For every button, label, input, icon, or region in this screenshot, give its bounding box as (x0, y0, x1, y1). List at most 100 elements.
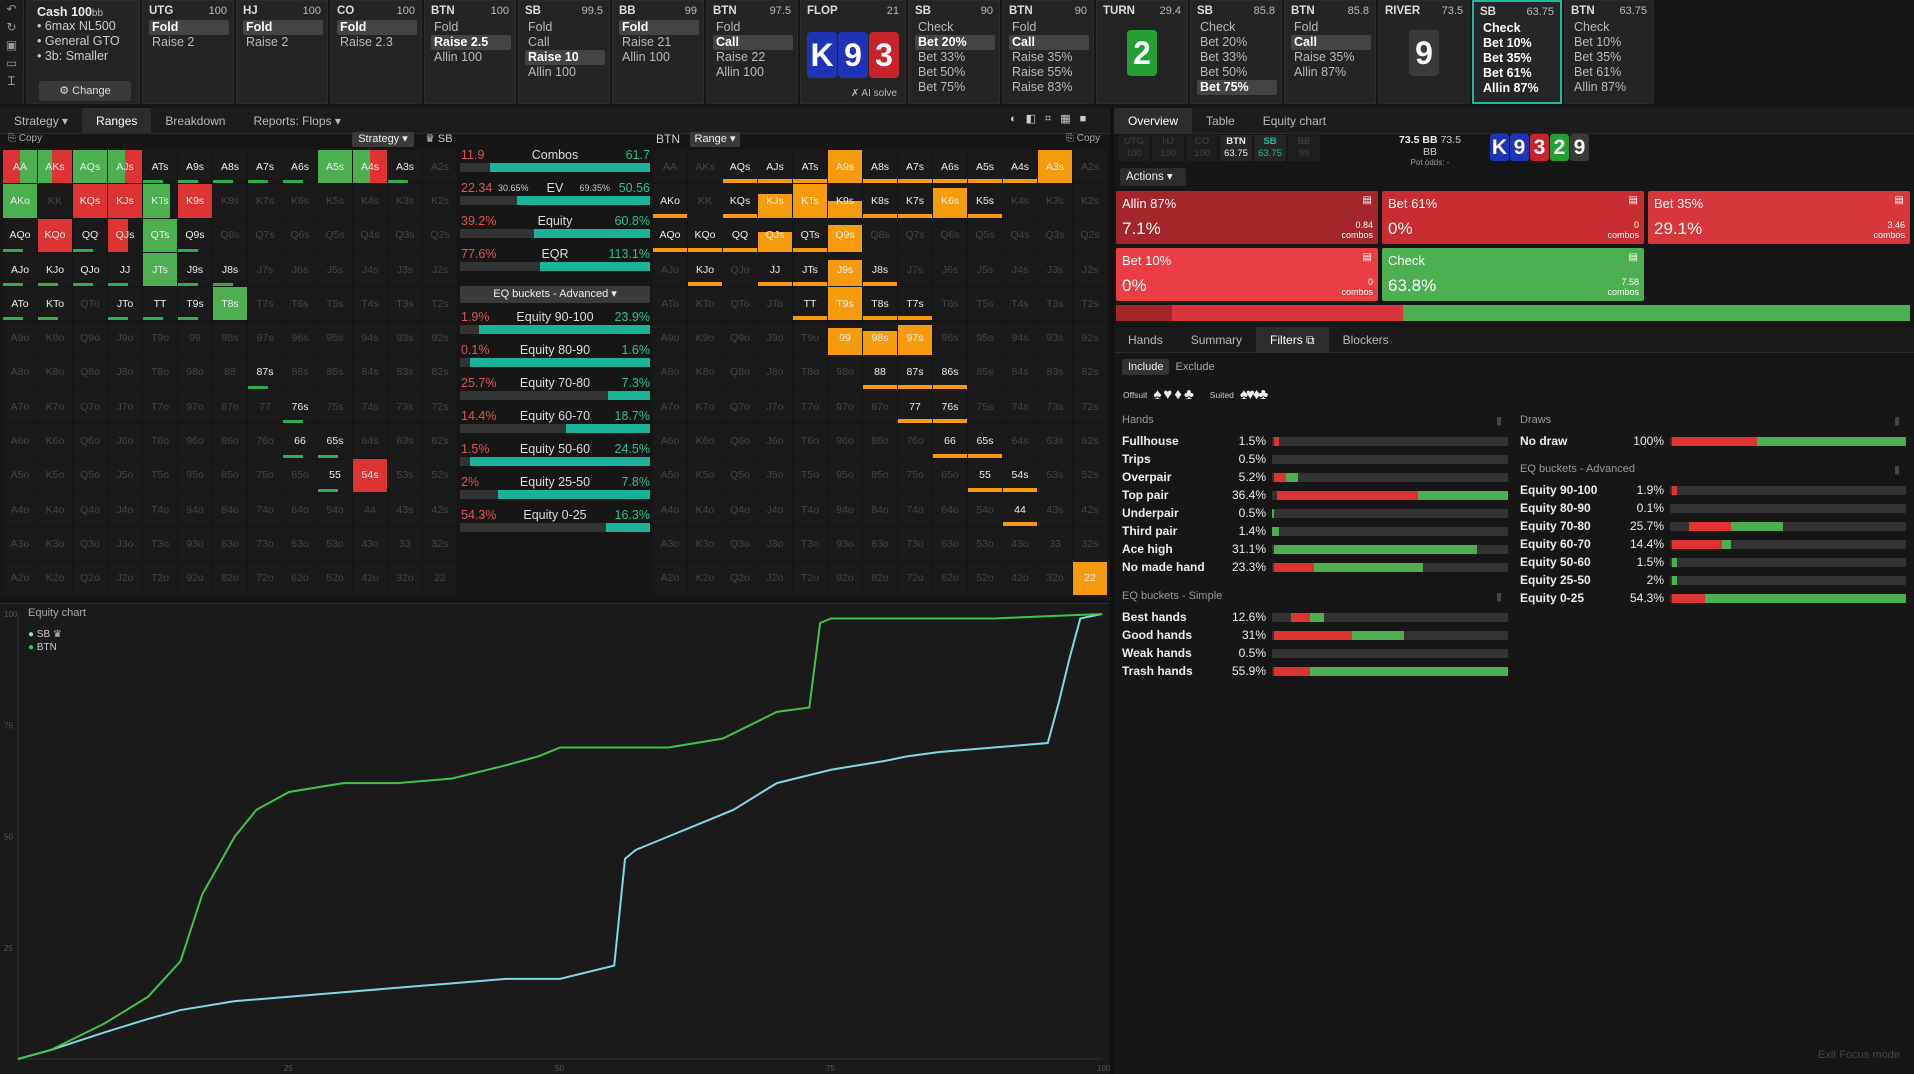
hand-cell[interactable]: 86s (933, 355, 968, 391)
hand-cell[interactable]: 44 (353, 492, 388, 528)
strip-action[interactable]: Raise 35% (1012, 50, 1073, 64)
hand-cell[interactable]: 94o (178, 492, 213, 528)
suited-suits-icon[interactable]: ♠♥♦♣ (1239, 386, 1268, 403)
hand-cell[interactable]: 86s (283, 355, 318, 391)
hand-cell[interactable]: 76o (248, 424, 283, 459)
right-tab[interactable]: Table (1206, 113, 1235, 128)
hand-cell[interactable]: K5o (688, 458, 723, 493)
hand-cell[interactable]: Q3s (388, 218, 423, 253)
right-tab[interactable]: Overview (1114, 107, 1193, 134)
hand-cell[interactable]: T2o (143, 561, 178, 596)
strip-action[interactable]: Bet 75% (1197, 80, 1277, 95)
strip-action[interactable]: Fold (337, 20, 417, 35)
hand-cell[interactable]: 84o (863, 492, 898, 528)
hand-cell[interactable]: K3o (688, 527, 723, 562)
hand-cell[interactable]: KJs (108, 184, 143, 219)
hand-cell[interactable]: T4o (793, 492, 828, 528)
hand-cell[interactable]: J4s (353, 252, 388, 288)
hand-cell[interactable]: 74s (1003, 390, 1038, 425)
strip-action[interactable]: Bet 10% (1483, 36, 1532, 50)
hand-cell[interactable]: 65o (933, 458, 968, 493)
collapse-icon[interactable]: ▮ (1893, 415, 1900, 427)
hand-cell[interactable]: 63o (283, 527, 318, 562)
hand-cell[interactable]: QJo (73, 252, 108, 288)
hand-cell[interactable]: K2o (688, 561, 723, 596)
hand-cell[interactable]: 66 (283, 424, 318, 459)
hand-cell[interactable]: 92s (423, 321, 458, 356)
hand-cell[interactable]: A2o (3, 561, 38, 596)
copy-button-left[interactable]: ⎘ Copy (8, 133, 43, 144)
strip-action[interactable]: Bet 10% (1574, 35, 1622, 49)
strip-action[interactable]: Allin 87% (1294, 65, 1347, 79)
hand-cell[interactable]: 82o (863, 561, 898, 596)
filter-row[interactable]: Trips 0.5% (1122, 450, 1508, 468)
hand-cell[interactable]: 96o (178, 424, 213, 459)
hand-cell[interactable]: K7o (688, 390, 723, 425)
strip-action[interactable]: Fold (1012, 20, 1037, 34)
hand-cell[interactable]: K7o (38, 390, 73, 425)
hand-cell[interactable]: JJ (758, 252, 793, 288)
hand-cell[interactable]: J3s (1038, 252, 1073, 288)
hand-cell[interactable]: AQs (73, 150, 108, 185)
hand-cell[interactable]: 64s (353, 424, 388, 459)
copy-button-right[interactable]: ⎘ Copy (1066, 133, 1101, 144)
hand-cell[interactable]: Q3s (1038, 218, 1073, 253)
hand-cell[interactable]: J2o (108, 561, 143, 596)
strip-action[interactable]: Raise 35% (1294, 50, 1355, 64)
hand-cell[interactable]: Q6o (73, 424, 108, 459)
hand-cell[interactable]: T7s (898, 287, 933, 322)
hand-cell[interactable]: K6o (688, 424, 723, 459)
hand-cell[interactable]: TT (143, 287, 178, 322)
hand-cell[interactable]: J6o (758, 424, 793, 459)
action-tile[interactable]: Bet 35% 29.1% ▤ 3.46 combos (1648, 191, 1910, 244)
hand-cell[interactable]: K4s (353, 184, 388, 219)
strip-action[interactable]: Fold (243, 20, 323, 35)
hand-cell[interactable]: A9o (3, 321, 38, 356)
hand-cell[interactable]: 83s (1038, 355, 1073, 391)
strip-action[interactable]: Fold (1294, 20, 1319, 34)
hand-cell[interactable]: T7o (143, 390, 178, 425)
hand-cell[interactable]: AJs (108, 150, 143, 185)
range-dropdown[interactable]: Range ▾ (690, 132, 740, 147)
hand-cell[interactable]: 63s (1038, 424, 1073, 459)
hand-cell[interactable]: QTs (143, 218, 178, 253)
hand-cell[interactable]: 93s (1038, 321, 1073, 356)
filter-row[interactable]: Equity 25-50 2% (1520, 571, 1906, 589)
hand-cell[interactable]: Q2s (1073, 218, 1108, 253)
hand-cell[interactable]: Q9o (73, 321, 108, 356)
hand-cell[interactable]: T6s (933, 287, 968, 322)
hand-cell[interactable]: JTo (758, 287, 793, 322)
hand-cell[interactable]: 92s (1073, 321, 1108, 356)
strip-action[interactable]: Allin 100 (528, 65, 576, 79)
hand-cell[interactable]: A4s (353, 150, 388, 185)
strip-column-utg[interactable]: UTG 100 Fold Raise 2 (142, 0, 234, 104)
hand-cell[interactable]: A6s (933, 150, 968, 185)
hand-cell[interactable]: K7s (898, 184, 933, 219)
hand-cell[interactable]: Q8o (73, 355, 108, 391)
strip-action[interactable]: Raise 2 (152, 35, 195, 49)
hand-cell[interactable]: JTo (108, 287, 143, 322)
hand-cell[interactable]: AA (653, 150, 688, 185)
hand-cell[interactable]: 54s (353, 458, 388, 493)
hand-cell[interactable]: Q8o (723, 355, 758, 391)
filter-row[interactable]: Overpair 5.2% (1122, 468, 1508, 486)
strip-action[interactable]: Allin 100 (622, 50, 670, 64)
hand-cell[interactable]: T8s (863, 287, 898, 322)
hand-cell[interactable]: A4o (653, 492, 688, 528)
hand-cell[interactable]: 63o (933, 527, 968, 562)
hand-cell[interactable]: 22 (1073, 561, 1108, 596)
hand-cell[interactable]: T5o (143, 458, 178, 493)
hand-cell[interactable]: 97s (248, 321, 283, 356)
hand-cell[interactable]: 73s (1038, 390, 1073, 425)
hand-cell[interactable]: 32o (388, 561, 423, 596)
hand-cell[interactable]: T6o (143, 424, 178, 459)
hand-cell[interactable]: 66 (933, 424, 968, 459)
hand-cell[interactable]: 99 (178, 321, 213, 356)
hand-cell[interactable]: AA (3, 150, 38, 185)
filter-row[interactable]: Fullhouse 1.5% (1122, 432, 1508, 450)
hand-cell[interactable]: 42o (1003, 561, 1038, 596)
strip-action[interactable]: Check (1483, 21, 1521, 35)
hand-cell[interactable]: 54s (1003, 458, 1038, 493)
hand-cell[interactable]: K9o (38, 321, 73, 356)
hand-cell[interactable]: J7o (108, 390, 143, 425)
